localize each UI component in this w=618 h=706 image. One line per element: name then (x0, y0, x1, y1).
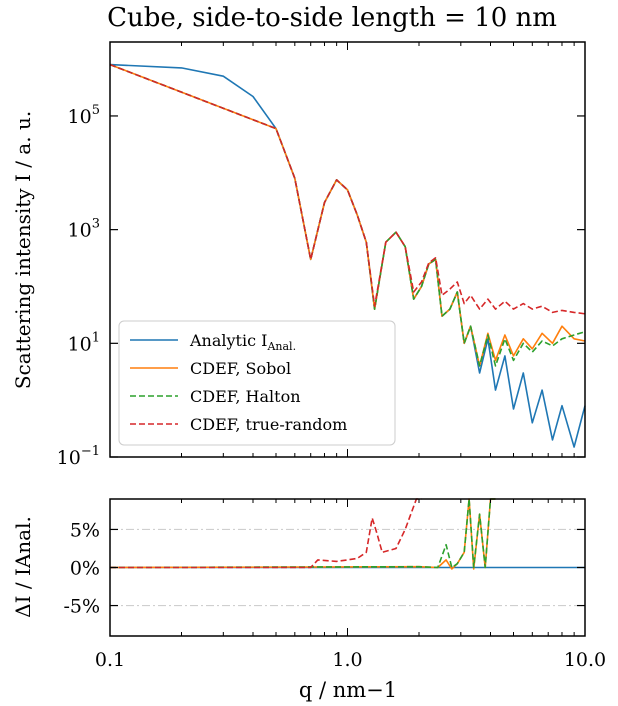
top-axis-ticks: 10−1 101 103 105 (57, 42, 585, 469)
top-y-tick-label: 10−1 (57, 444, 100, 469)
bottom-y-tick-label: -5% (63, 596, 100, 618)
bottom-series-group (109, 498, 585, 570)
legend-frame (118, 320, 396, 446)
x-tick-label: 0.1 (95, 649, 125, 671)
bottom-y-tick-label: 0% (70, 558, 100, 580)
bottom-y-tick-label: 5% (70, 519, 100, 541)
top-y-tick-label: 105 (68, 103, 100, 128)
bottom-axis-ticks: 5% 0% -5% 0.1 1.0 10.0 (63, 499, 606, 671)
legend-label-4: CDEF, true-random (190, 415, 347, 434)
x-tick-label: 1.0 (332, 649, 362, 671)
bottom-y-axis-label: ΔI / IAnal. (11, 516, 35, 618)
top-y-tick-label: 103 (68, 217, 100, 242)
legend-label-2: CDEF, Sobol (190, 359, 291, 378)
bottom-series-line-4 (110, 498, 422, 569)
bottom-series-line-3 (109, 498, 496, 569)
x-tick-label: 10.0 (564, 649, 606, 671)
top-y-axis-label: Scattering intensity I / a. u. (11, 111, 35, 389)
bottom-series-line-2 (109, 498, 496, 570)
bottom-plot-area (110, 528, 585, 607)
top-y-tick-label: 101 (68, 330, 100, 355)
top-series-line-4 (109, 63, 586, 315)
x-axis-label: q / nm−1 (299, 678, 397, 702)
chart-title: Cube, side-to-side length = 10 nm (107, 3, 557, 33)
legend-label-3: CDEF, Halton (190, 387, 301, 406)
top-series-group (109, 63, 586, 448)
